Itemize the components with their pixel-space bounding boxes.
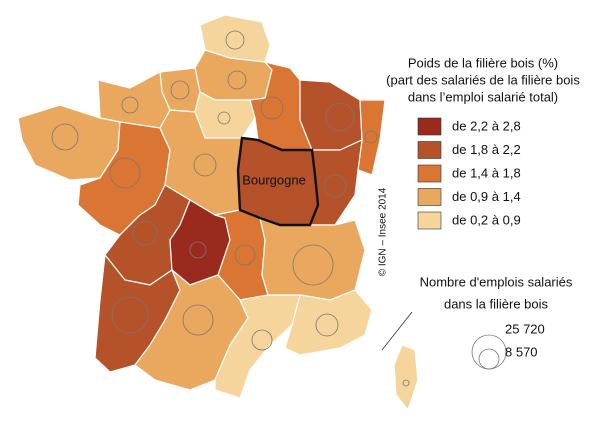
size-legend-label: 25 720 bbox=[505, 321, 545, 336]
legend-label: de 0,2 à 0,9 bbox=[452, 212, 521, 227]
region bbox=[259, 217, 366, 301]
legend-label: de 0,9 à 1,4 bbox=[452, 189, 521, 204]
size-legend-title: Nombre d'emplois salariés bbox=[420, 274, 573, 289]
size-symbol bbox=[471, 334, 507, 370]
region-label: Bourgogne bbox=[242, 172, 306, 187]
size-legend-title: dans la filière bois bbox=[444, 296, 549, 311]
region bbox=[309, 139, 363, 226]
legend-label: de 1,8 à 2,2 bbox=[452, 142, 521, 157]
regions bbox=[17, 14, 419, 412]
size-legend: Nombre d'emplois salariés dans la filière… bbox=[420, 274, 573, 370]
highlight-border bbox=[236, 136, 320, 227]
legend-label: de 1,4 à 1,8 bbox=[452, 165, 521, 180]
size-legend-label: 8 570 bbox=[505, 344, 538, 359]
legend-label: de 2,2 à 2,8 bbox=[452, 118, 521, 133]
legend-swatch bbox=[417, 188, 442, 206]
credit: © IGN – Insee 2014 bbox=[378, 187, 389, 276]
size-symbol bbox=[478, 348, 500, 370]
corsica-separator bbox=[381, 311, 413, 351]
region bbox=[134, 269, 249, 391]
bubbles bbox=[51, 30, 410, 387]
region bbox=[299, 79, 363, 151]
legend: Poids de la filière bois (%) (part des sa… bbox=[386, 55, 580, 230]
region bbox=[214, 294, 301, 399]
legend-title: Poids de la filière bois (%) bbox=[408, 55, 558, 70]
region bbox=[393, 344, 419, 412]
legend-swatch bbox=[417, 117, 442, 136]
legend-title: (part des salariés de la filière bois bbox=[386, 72, 580, 87]
legend-swatch bbox=[417, 164, 442, 183]
legend-title: dans l’emploi salarié total) bbox=[408, 89, 558, 104]
legend-swatch bbox=[417, 211, 442, 230]
region bbox=[357, 99, 386, 176]
region bbox=[284, 289, 373, 356]
legend-swatch bbox=[417, 141, 442, 159]
